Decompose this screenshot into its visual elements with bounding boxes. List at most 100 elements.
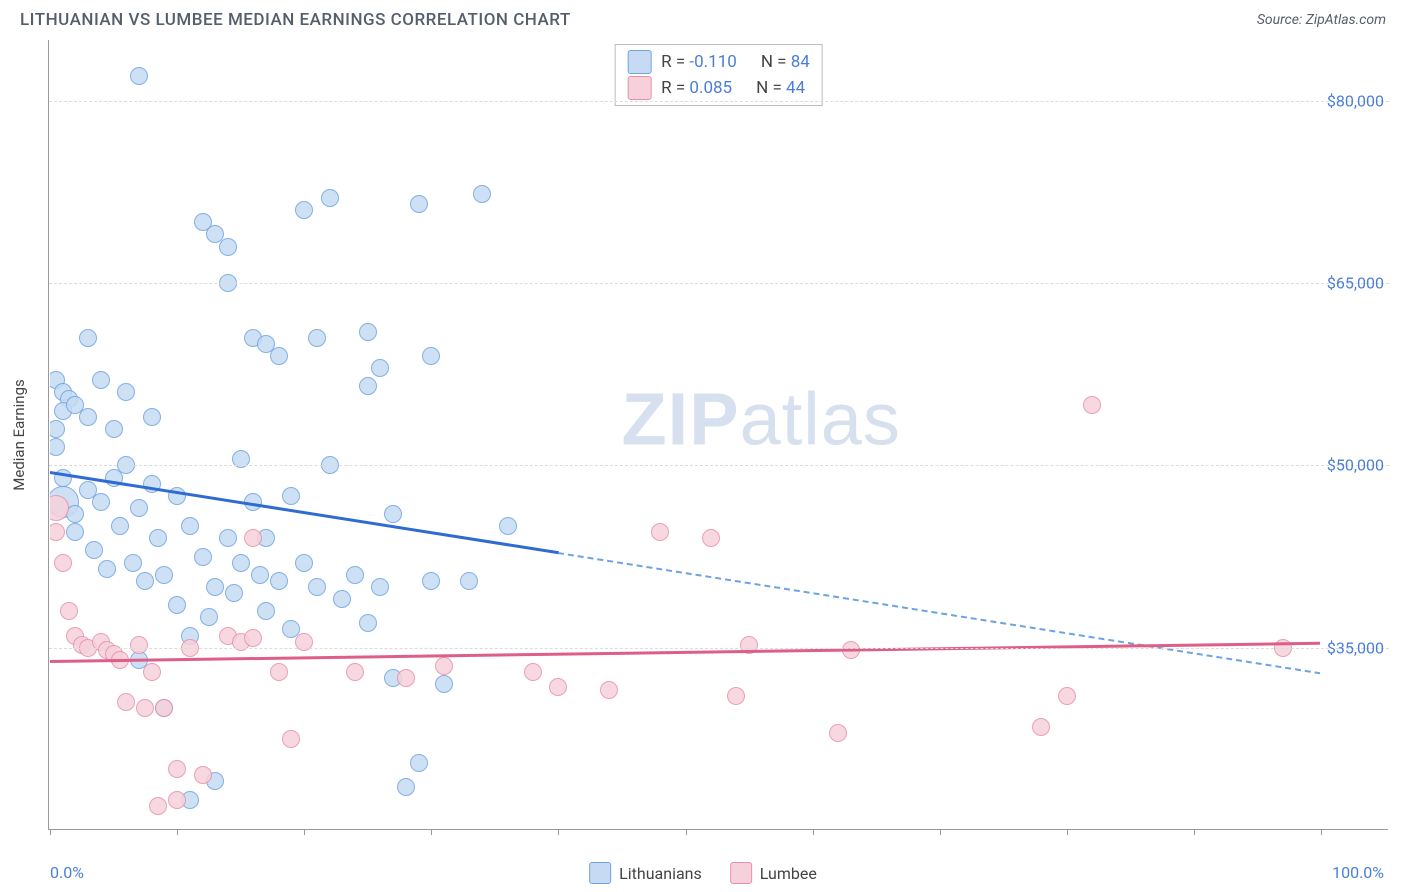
data-point xyxy=(117,693,135,711)
y-tick-label: $50,000 xyxy=(1327,456,1384,475)
x-tick xyxy=(431,829,432,835)
trend-line xyxy=(558,552,1320,674)
data-point xyxy=(270,572,288,590)
data-point xyxy=(143,663,161,681)
x-tick xyxy=(50,829,51,835)
trend-line xyxy=(50,471,559,554)
data-point xyxy=(397,778,415,796)
data-point xyxy=(321,189,339,207)
stats-n-label: N = 44 xyxy=(756,78,805,98)
stats-r-label: R = 0.085 xyxy=(661,78,732,98)
stats-row: R = 0.085 N = 44 xyxy=(627,75,810,101)
data-point xyxy=(1032,718,1050,736)
data-point xyxy=(829,724,847,742)
data-point xyxy=(79,329,97,347)
x-tick xyxy=(1194,829,1195,835)
data-point xyxy=(435,675,453,693)
data-point xyxy=(219,529,237,547)
data-point xyxy=(92,371,110,389)
y-axis-title: Median Earnings xyxy=(10,379,28,490)
data-point xyxy=(168,596,186,614)
data-point xyxy=(346,663,364,681)
data-point xyxy=(143,408,161,426)
stats-swatch xyxy=(627,76,651,100)
data-point xyxy=(232,554,250,572)
data-point xyxy=(60,602,78,620)
x-tick xyxy=(940,829,941,835)
data-point xyxy=(600,681,618,699)
chart-header: LITHUANIAN VS LUMBEE MEDIAN EARNINGS COR… xyxy=(0,0,1406,38)
data-point xyxy=(270,347,288,365)
data-point xyxy=(499,517,517,535)
x-axis-label-left: 0.0% xyxy=(50,863,84,882)
data-point xyxy=(200,608,218,626)
data-point xyxy=(124,554,142,572)
data-point xyxy=(130,636,148,654)
data-point xyxy=(50,420,65,438)
data-point xyxy=(282,487,300,505)
watermark-zip: ZIP xyxy=(621,377,739,460)
watermark-atlas: atlas xyxy=(740,377,901,460)
data-point xyxy=(549,678,567,696)
legend-item: Lithuanians xyxy=(589,862,702,884)
data-point xyxy=(155,699,173,717)
data-point xyxy=(346,566,364,584)
data-point xyxy=(130,499,148,517)
data-point xyxy=(136,572,154,590)
x-tick xyxy=(686,829,687,835)
data-point xyxy=(244,629,262,647)
data-point xyxy=(410,195,428,213)
stats-row: R = -0.110 N = 84 xyxy=(627,49,810,75)
data-point xyxy=(206,578,224,596)
stats-legend-box: R = -0.110 N = 84 R = 0.085 N = 44 xyxy=(614,44,823,106)
watermark: ZIPatlas xyxy=(621,376,900,461)
chart-title: LITHUANIAN VS LUMBEE MEDIAN EARNINGS COR… xyxy=(20,10,571,30)
data-point xyxy=(473,185,491,203)
legend-swatch xyxy=(730,862,752,884)
data-point xyxy=(282,730,300,748)
data-point xyxy=(422,347,440,365)
data-point xyxy=(98,560,116,578)
x-tick xyxy=(304,829,305,835)
data-point xyxy=(651,523,669,541)
stats-n-label: N = 84 xyxy=(761,52,810,72)
x-tick xyxy=(813,829,814,835)
data-point xyxy=(1083,396,1101,414)
data-point xyxy=(270,663,288,681)
data-point xyxy=(79,408,97,426)
gridline xyxy=(49,101,1389,102)
data-point xyxy=(219,238,237,256)
data-point xyxy=(181,517,199,535)
data-point xyxy=(371,359,389,377)
data-point xyxy=(460,572,478,590)
gridline xyxy=(49,465,1389,466)
data-point xyxy=(422,572,440,590)
data-point xyxy=(105,420,123,438)
data-point xyxy=(333,590,351,608)
data-point xyxy=(251,566,269,584)
chart-container: Median Earnings ZIPatlas R = -0.110N = 8… xyxy=(48,40,1388,830)
data-point xyxy=(111,517,129,535)
legend-item: Lumbee xyxy=(730,862,817,884)
x-tick xyxy=(1321,829,1322,835)
data-point xyxy=(1058,687,1076,705)
data-point xyxy=(225,584,243,602)
legend-swatch xyxy=(589,862,611,884)
x-tick xyxy=(1067,829,1068,835)
data-point xyxy=(168,791,186,809)
y-tick-label: $35,000 xyxy=(1327,638,1384,657)
data-point xyxy=(54,554,72,572)
data-point xyxy=(130,67,148,85)
data-point xyxy=(117,383,135,401)
data-point xyxy=(384,505,402,523)
gridline xyxy=(49,648,1389,649)
data-point xyxy=(136,699,154,717)
data-point xyxy=(85,541,103,559)
data-point xyxy=(397,669,415,687)
data-point xyxy=(168,760,186,778)
data-point xyxy=(308,578,326,596)
data-point xyxy=(410,754,428,772)
stats-r-label: R = -0.110 xyxy=(661,52,737,72)
x-tick xyxy=(177,829,178,835)
data-point xyxy=(524,663,542,681)
